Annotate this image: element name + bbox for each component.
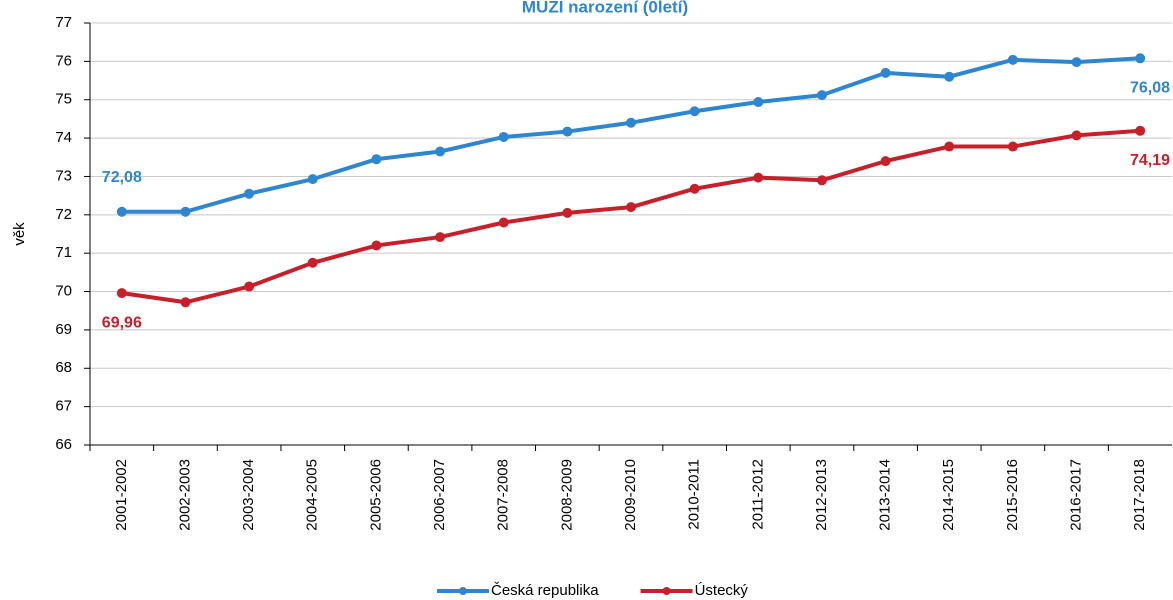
y-tick-label: 76	[55, 52, 72, 69]
y-tick-label: 68	[55, 359, 72, 376]
y-tick-label: 75	[55, 91, 72, 108]
series-line	[121, 128, 1141, 305]
data-point	[498, 217, 509, 228]
data-point	[1007, 141, 1018, 152]
data-point	[307, 174, 318, 185]
y-tick-label: 74	[55, 129, 72, 146]
y-tick-label: 73	[55, 167, 72, 184]
series-line	[121, 56, 1141, 214]
x-tick-label: 2009-2010	[622, 459, 639, 531]
x-tick-label: 2011-2012	[749, 459, 766, 530]
data-point	[689, 183, 700, 194]
x-tick-label: 2015-2016	[1004, 459, 1021, 531]
data-point	[1135, 53, 1146, 64]
y-tick-label: 72	[55, 206, 72, 223]
data-point	[116, 206, 127, 217]
x-tick-label: 2002-2003	[176, 459, 193, 531]
data-label: 74,19	[1130, 152, 1170, 169]
x-tick-label: 2014-2015	[940, 459, 957, 531]
data-point	[180, 206, 191, 217]
data-point	[689, 106, 700, 117]
data-point	[1071, 130, 1082, 141]
y-tick-label: 71	[55, 244, 72, 261]
data-point	[244, 281, 255, 292]
data-point	[371, 154, 382, 165]
data-label: 69,96	[102, 314, 142, 331]
data-point	[626, 202, 636, 213]
data-point	[1071, 57, 1082, 68]
data-point	[816, 90, 827, 101]
y-tick-label: 66	[55, 436, 72, 453]
data-point	[880, 156, 891, 167]
data-point	[435, 232, 446, 243]
data-point	[626, 117, 636, 128]
data-point	[180, 297, 191, 308]
data-point	[880, 67, 891, 78]
x-tick-label: 2010-2011	[686, 459, 703, 530]
y-tick-label: 67	[55, 398, 72, 415]
data-point	[562, 207, 573, 218]
data-point	[498, 131, 509, 142]
chart-title: MUŽI narození (0letí)	[522, 0, 688, 16]
x-tick-label: 2008-2009	[558, 459, 575, 531]
x-tick-label: 2001-2002	[113, 459, 130, 531]
x-tick-label: 2007-2008	[495, 459, 512, 531]
data-point	[1007, 54, 1018, 65]
data-point	[307, 257, 318, 268]
x-tick-label: 2012-2013	[813, 459, 830, 531]
data-label: 76,08	[1130, 80, 1170, 97]
legend-label: Česká republika	[491, 582, 599, 599]
y-tick-label: 69	[55, 321, 72, 338]
x-tick-label: 2004-2005	[304, 459, 321, 531]
data-point	[1135, 125, 1146, 136]
data-point	[944, 71, 955, 82]
legend-marker	[662, 587, 671, 595]
data-point	[116, 288, 127, 299]
x-tick-label: 2013-2014	[877, 459, 894, 531]
legend-label: Ústecký	[695, 582, 749, 599]
data-point	[944, 141, 955, 152]
x-tick-label: 2006-2007	[431, 459, 448, 531]
data-point	[371, 240, 382, 251]
legend-marker	[459, 587, 467, 595]
data-point	[753, 172, 764, 183]
x-tick-label: 2003-2004	[240, 459, 257, 531]
data-label: 72,08	[102, 169, 142, 186]
y-tick-label: 70	[55, 283, 72, 300]
y-tick-label: 77	[55, 14, 72, 31]
data-point	[816, 175, 827, 186]
data-point	[562, 126, 573, 137]
x-tick-label: 2005-2006	[367, 459, 384, 531]
data-point	[435, 146, 446, 157]
x-tick-label: 2017-2018	[1131, 459, 1148, 531]
x-tick-label: 2016-2017	[1067, 459, 1084, 531]
data-point	[753, 97, 764, 108]
data-point	[244, 188, 255, 199]
y-axis-label: věk	[11, 222, 28, 246]
